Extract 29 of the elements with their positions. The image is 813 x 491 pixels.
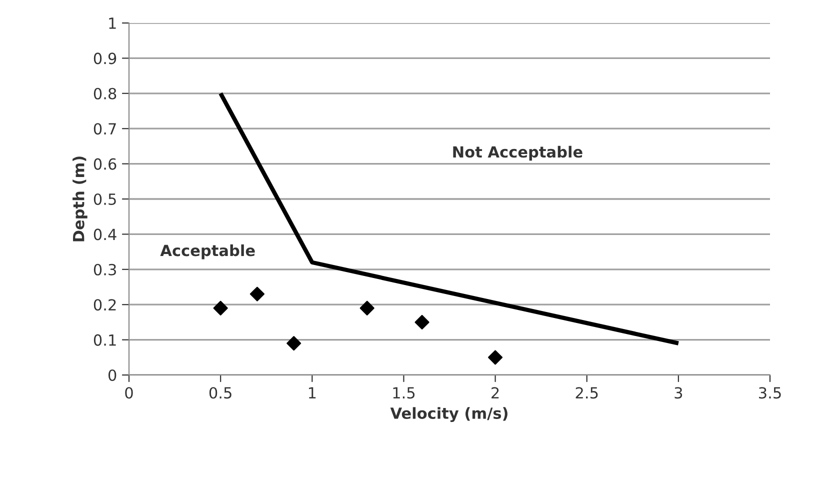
y-tick-label: 0.2: [94, 299, 116, 311]
x-tick-label: 0: [125, 387, 133, 399]
x-tick-label: 0.5: [209, 387, 232, 399]
y-tick-label: 0.8: [94, 88, 116, 100]
point: [488, 350, 503, 365]
x-tick-label: 2: [492, 387, 499, 398]
y-tick-label: 0.6: [94, 158, 116, 170]
point: [414, 314, 430, 330]
x-tick-label: 2.5: [576, 387, 598, 399]
y-tick-label: 0.5: [94, 193, 116, 206]
y-tick-label: 0.4: [94, 228, 116, 240]
x-tick-label: 3: [674, 387, 682, 399]
y-tick-label: 1: [109, 18, 116, 29]
annotation: Not Acceptable: [453, 146, 582, 161]
y-tick-label: 0.1: [94, 334, 116, 346]
annotation: Acceptable: [160, 244, 255, 260]
x-axis-title: Velocity (m/s): [390, 407, 508, 422]
y-tick-label: 0.7: [94, 123, 116, 135]
x-tick-label: 3.5: [759, 387, 781, 399]
x-tick-label: 1.5: [393, 387, 415, 399]
point: [286, 336, 302, 351]
y-tick-label: 0.3: [94, 264, 116, 276]
point: [360, 300, 374, 316]
point: [250, 286, 264, 302]
y-axis-title: Depth (m): [72, 156, 88, 242]
point: [213, 300, 228, 316]
x-tick-label: 1: [308, 387, 316, 398]
y-tick-label: 0.9: [94, 52, 116, 64]
y-tick-label: 0: [108, 369, 116, 382]
